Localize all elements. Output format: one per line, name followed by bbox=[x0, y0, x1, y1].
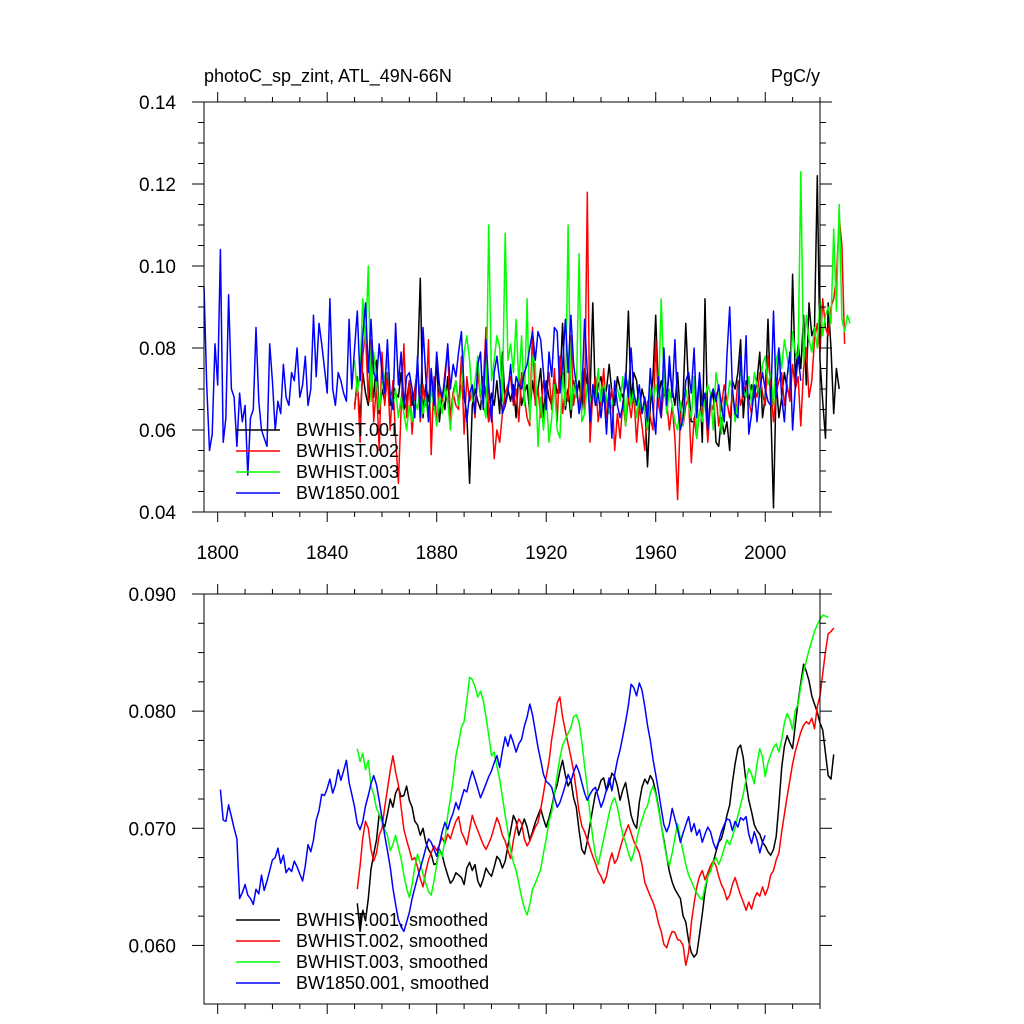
top-series-line-4 bbox=[203, 248, 802, 476]
top-y-tick-label: 0.10 bbox=[139, 257, 176, 278]
top-panel: photoC_sp_zint, ATL_49N-66N PgC/y BWHIST… bbox=[139, 66, 851, 564]
top-y-tick-label: 0.04 bbox=[139, 503, 176, 524]
bottom-legend-label: BWHIST.003, smoothed bbox=[296, 952, 488, 972]
top-y-tick-label: 0.14 bbox=[139, 93, 176, 114]
top-series-line-2 bbox=[353, 191, 846, 501]
bottom-y-tick-label: 0.090 bbox=[128, 585, 176, 606]
top-x-tick-label: 1840 bbox=[306, 543, 348, 564]
bottom-plot-frame bbox=[203, 593, 821, 1005]
bottom-y-tick-label: 0.060 bbox=[128, 936, 176, 957]
bottom-y-tick-label: 0.070 bbox=[128, 819, 176, 840]
top-series-line-1 bbox=[353, 175, 840, 509]
bottom-y-tick-label: 0.080 bbox=[128, 702, 176, 723]
top-legend-label: BWHIST.002 bbox=[296, 441, 399, 461]
top-x-tick-label: 1800 bbox=[197, 543, 239, 564]
top-series-line-3 bbox=[353, 170, 851, 448]
top-plot-frame bbox=[203, 101, 821, 513]
top-series-group bbox=[203, 170, 851, 509]
bottom-legend-label: BWHIST.001, smoothed bbox=[296, 910, 488, 930]
top-y-tick-label: 0.12 bbox=[139, 175, 176, 196]
top-legend-label: BWHIST.003 bbox=[296, 462, 399, 482]
bottom-axes: 0.060 0.070 0.080 0.090 bbox=[128, 584, 832, 1014]
top-y-tick-label: 0.06 bbox=[139, 421, 176, 442]
panel-title-units: PgC/y bbox=[771, 66, 820, 86]
bottom-legend-label: BWHIST.002, smoothed bbox=[296, 931, 488, 951]
top-x-tick-label: 1920 bbox=[525, 543, 567, 564]
top-axes: 1800 1840 1880 1920 1960 2000 0.04 0.06 0.08 0.10… bbox=[139, 92, 832, 564]
bottom-series-line-4 bbox=[219, 682, 766, 933]
bottom-series-line-3 bbox=[356, 614, 829, 916]
top-x-tick-label: 1880 bbox=[416, 543, 458, 564]
bottom-series-line-2 bbox=[356, 627, 835, 967]
panel-title-variable: photoC_sp_zint, ATL_49N-66N bbox=[204, 66, 452, 87]
top-x-tick-label: 1960 bbox=[635, 543, 677, 564]
top-x-tick-label: 2000 bbox=[744, 543, 786, 564]
top-y-tick-label: 0.08 bbox=[139, 339, 176, 360]
top-legend-label: BW1850.001 bbox=[296, 483, 400, 503]
bottom-legend-label: BW1850.001, smoothed bbox=[296, 973, 489, 993]
bottom-series-group bbox=[219, 614, 835, 967]
top-legend-label: BWHIST.001 bbox=[296, 420, 399, 440]
